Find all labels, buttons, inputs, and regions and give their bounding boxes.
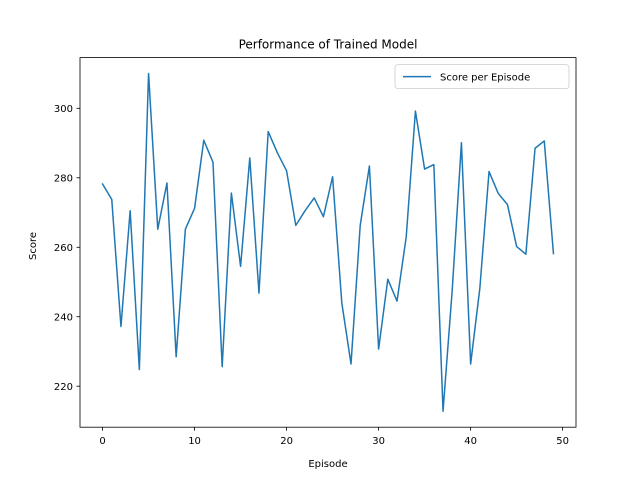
x-tick-label: 20 bbox=[280, 436, 293, 447]
x-tick-label: 10 bbox=[188, 436, 201, 447]
y-tick-label: 300 bbox=[54, 104, 73, 115]
legend-label: Score per Episode bbox=[440, 72, 530, 83]
axes-frame bbox=[79, 57, 577, 428]
legend: Score per Episode bbox=[394, 64, 570, 89]
y-tick-label: 240 bbox=[54, 312, 73, 323]
plot-area: 0 10 20 30 40 50 220 240 260 280 300 Score per Epis… bbox=[54, 57, 577, 447]
x-tick-label: 40 bbox=[464, 436, 477, 447]
x-tick-label: 30 bbox=[372, 436, 385, 447]
x-tick-label: 0 bbox=[99, 436, 105, 447]
y-tick-label: 220 bbox=[54, 382, 73, 393]
x-axis-label: Episode bbox=[308, 459, 347, 470]
series-line-0 bbox=[101, 72, 555, 412]
y-axis-label: Score bbox=[28, 232, 39, 260]
y-tick-label: 280 bbox=[54, 173, 73, 184]
y-tick-label: 260 bbox=[54, 243, 73, 254]
x-tick-label: 50 bbox=[556, 436, 569, 447]
legend-box bbox=[394, 64, 570, 89]
chart-title: Performance of Trained Model bbox=[239, 38, 418, 52]
